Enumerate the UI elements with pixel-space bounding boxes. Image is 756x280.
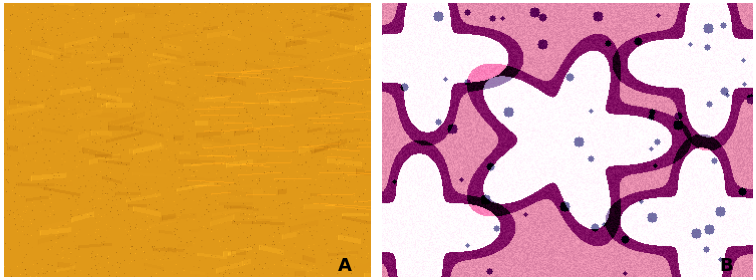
Text: A: A bbox=[338, 257, 352, 275]
Text: B: B bbox=[720, 257, 733, 275]
